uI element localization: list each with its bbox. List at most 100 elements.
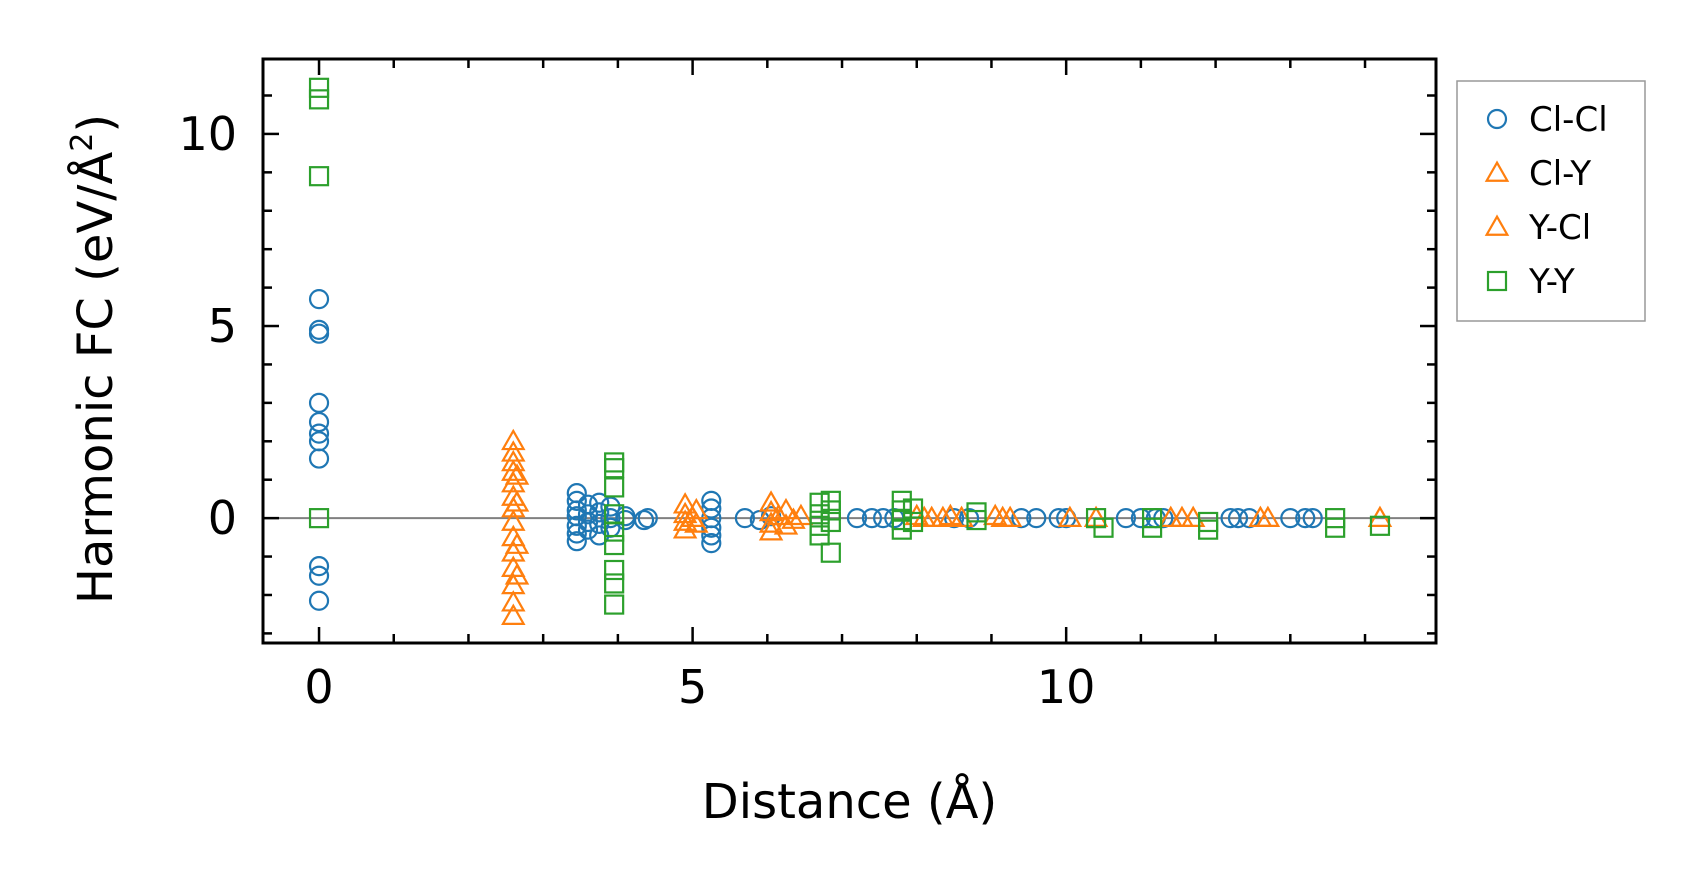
data-point (1093, 517, 1114, 538)
data-point (701, 517, 722, 538)
series-cl-y (501, 428, 1393, 625)
data-point (680, 505, 705, 527)
data-point (308, 89, 330, 110)
legend-marker (1484, 214, 1510, 236)
data-point (1255, 505, 1281, 527)
data-point (701, 533, 722, 554)
data-point (501, 484, 526, 506)
x-axis-title: Distance (Å) (702, 773, 997, 830)
data-point (758, 490, 784, 512)
y-tick-label: 5 (208, 299, 237, 353)
data-point (308, 392, 330, 413)
data-point (966, 509, 987, 531)
series-cl-cl (308, 289, 1323, 611)
series-y-cl (504, 463, 1281, 585)
x-tick-label: 10 (1037, 660, 1096, 714)
data-point (958, 508, 980, 529)
data-point (1198, 519, 1219, 540)
data-point (504, 532, 530, 554)
data-point (1302, 508, 1323, 529)
data-point (902, 498, 924, 519)
data-point (308, 565, 330, 586)
data-point (308, 556, 330, 577)
data-point (891, 519, 912, 540)
data-point (943, 508, 965, 529)
data-point (930, 505, 956, 527)
data-point (781, 507, 806, 529)
data-point (566, 500, 587, 521)
data-point (1141, 517, 1163, 538)
plot-frame (261, 57, 1438, 645)
legend-marker (1486, 270, 1508, 292)
data-point (308, 508, 330, 529)
data-point (308, 166, 330, 187)
legend-item: Cl-Y (1484, 154, 1591, 194)
data-point (820, 511, 841, 533)
data-point (604, 452, 625, 473)
data-point (938, 503, 963, 526)
data-point (566, 515, 587, 536)
data-point (758, 511, 784, 533)
data-point (701, 525, 722, 546)
data-point (982, 503, 1008, 526)
data-point (1227, 508, 1249, 529)
data-point (308, 323, 330, 344)
data-point (604, 534, 625, 556)
data-point (1048, 508, 1069, 529)
data-point (577, 519, 599, 540)
data-point (501, 459, 526, 481)
legend-item: Cl-Cl (1486, 100, 1608, 140)
x-tick-label: 5 (678, 660, 707, 714)
data-point (633, 509, 655, 531)
legend-label: Cl-Cl (1529, 100, 1608, 140)
data-point (1239, 508, 1260, 529)
data-point (589, 502, 610, 523)
data-point (566, 523, 587, 544)
data-point (604, 521, 625, 542)
data-point (734, 508, 756, 529)
data-point (1169, 505, 1195, 527)
data-point (501, 603, 526, 625)
data-point (1026, 508, 1047, 529)
data-point (308, 590, 330, 611)
data-point (1057, 505, 1083, 527)
data-point (809, 492, 830, 513)
data-point (308, 411, 330, 433)
data-point (501, 509, 526, 531)
data-point (1325, 517, 1346, 538)
data-point (604, 573, 625, 594)
plot-area (263, 77, 1436, 625)
legend-label: Y-Cl (1528, 208, 1591, 248)
y-axis-title: Harmonic FC (eV/Å2) (65, 114, 124, 604)
legend-item: Y-Y (1486, 262, 1575, 302)
data-point (1295, 508, 1316, 529)
data-point (308, 448, 330, 469)
legend: Cl-Cl Cl-Y Y-Cl Y-Y (1456, 80, 1646, 322)
data-point (1115, 508, 1137, 529)
data-point (1280, 508, 1301, 529)
y-axis-title-main: Harmonic FC (eV/Å (67, 152, 124, 605)
data-point (566, 531, 587, 552)
data-point (672, 509, 698, 531)
data-point (501, 590, 526, 612)
legend-item: Y-Cl (1484, 208, 1591, 248)
y-tick-label: 10 (178, 107, 237, 161)
axes: 0 5 10 0 5 10 (178, 57, 1438, 714)
data-point (820, 542, 841, 563)
data-point (758, 519, 784, 541)
data-point (672, 517, 698, 539)
data-point (504, 463, 530, 485)
legend-marker (1486, 108, 1508, 130)
data-point (604, 594, 625, 615)
x-tick-label: 0 (304, 660, 333, 714)
data-point (501, 428, 526, 451)
data-point (809, 504, 830, 525)
data-point (820, 500, 841, 521)
data-point (308, 319, 330, 340)
legend-label: Cl-Y (1529, 154, 1591, 194)
data-point (604, 559, 625, 581)
data-point (604, 458, 625, 479)
data-point (600, 496, 621, 517)
data-point (990, 505, 1015, 527)
data-point (1011, 508, 1032, 529)
